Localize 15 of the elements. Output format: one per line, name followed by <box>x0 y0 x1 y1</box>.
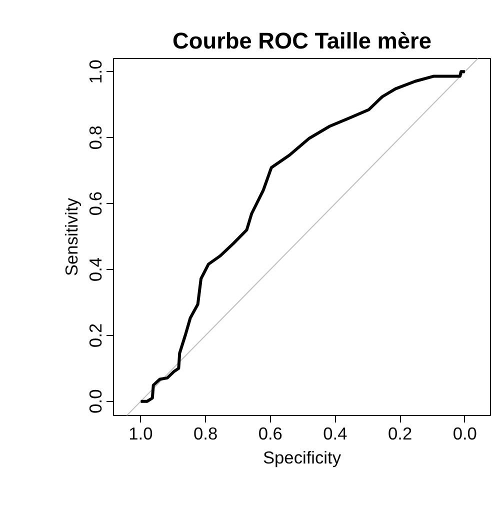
y-axis-title: Sensitivity <box>62 198 82 276</box>
y-tick-label: 0.8 <box>86 126 106 150</box>
y-tick-label: 0.0 <box>86 389 106 414</box>
x-axis-title: Specificity <box>263 448 342 468</box>
x-tick-label: 1.0 <box>128 424 153 444</box>
x-tick-label: 0.8 <box>194 424 218 444</box>
x-tick-label: 0.4 <box>323 424 348 444</box>
y-tick-label: 0.6 <box>86 191 106 216</box>
x-tick-label: 0.2 <box>388 424 412 444</box>
y-tick-label: 0.2 <box>86 323 106 348</box>
x-tick-label: 0.0 <box>452 424 477 444</box>
chart-title: Courbe ROC Taille mère <box>172 28 432 54</box>
x-tick-label: 0.6 <box>258 424 282 444</box>
y-tick-label: 0.4 <box>86 257 106 282</box>
y-tick-label: 1.0 <box>86 60 106 84</box>
